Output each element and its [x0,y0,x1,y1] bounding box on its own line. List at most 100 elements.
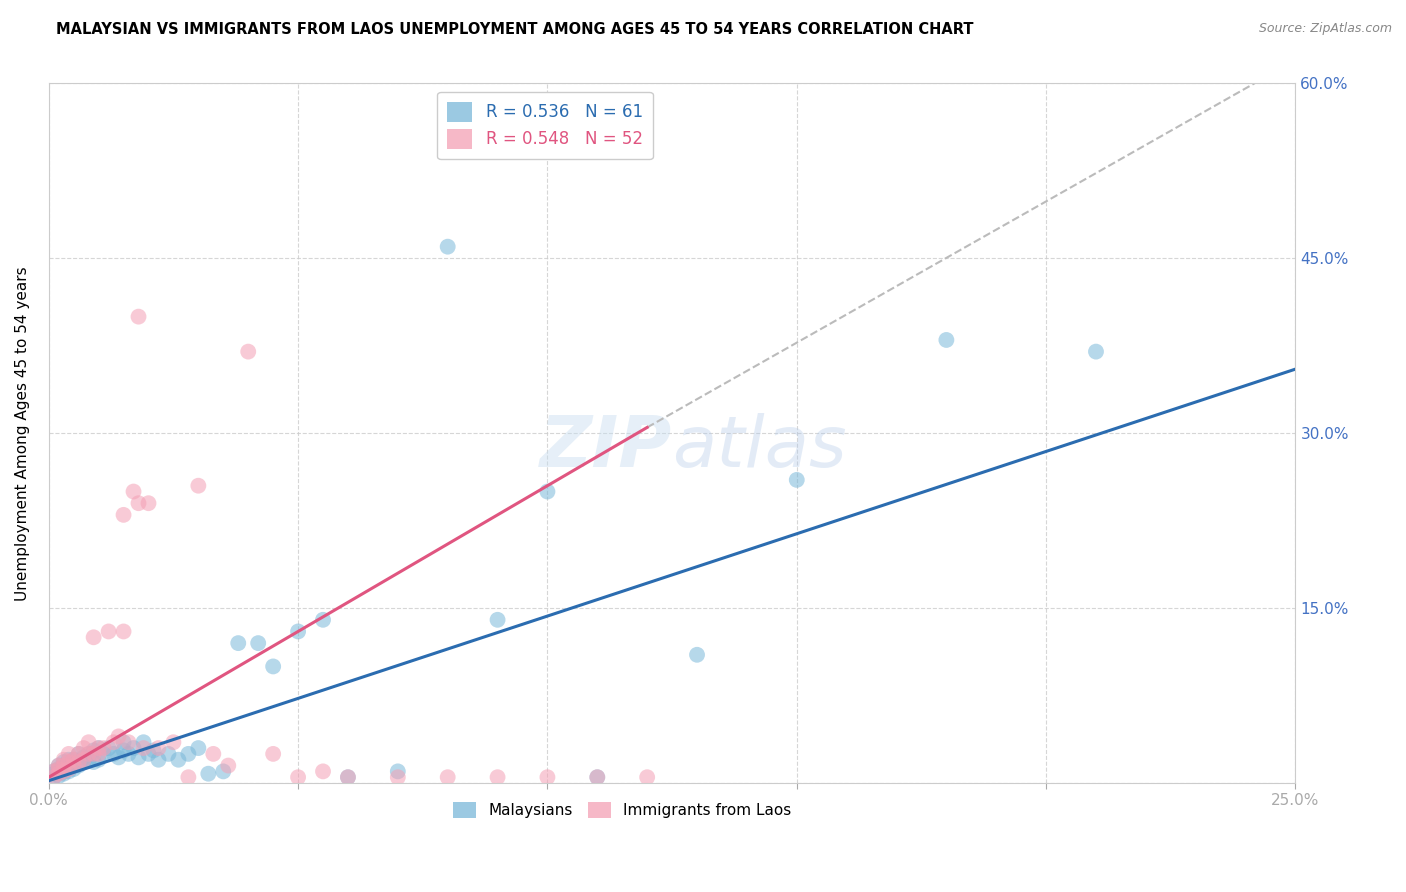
Point [58,758,80,772]
Text: atlas: atlas [672,413,846,482]
Point [103,747,125,761]
Point [48,762,70,776]
Point [48,758,70,772]
Point [536,484,558,499]
Point [336,770,359,784]
Point [117,747,139,761]
Text: MALAYSIAN VS IMMIGRANTS FROM LAOS UNEMPLOYMENT AMONG AGES 45 TO 54 YEARS CORRELA: MALAYSIAN VS IMMIGRANTS FROM LAOS UNEMPL… [56,22,974,37]
Point [58,755,80,769]
Point [436,240,458,254]
Point [42,764,65,779]
Point [77,747,100,761]
Point [52,758,75,772]
Point [42,770,65,784]
Point [42,764,65,779]
Point [1085,344,1108,359]
Point [62,762,84,776]
Point [177,770,200,784]
Legend: Malaysians, Immigrants from Laos: Malaysians, Immigrants from Laos [447,797,797,824]
Point [212,764,235,779]
Point [157,747,180,761]
Point [97,741,120,756]
Point [107,750,129,764]
Point [132,741,155,756]
Point [93,747,115,761]
Point [117,735,139,749]
Point [122,484,145,499]
Point [187,479,209,493]
Point [87,753,110,767]
Point [336,770,359,784]
Point [87,747,110,761]
Point [52,761,75,775]
Point [262,747,284,761]
Point [48,758,70,772]
Point [112,624,135,639]
Point [97,624,120,639]
Point [87,741,110,756]
Point [247,636,270,650]
Point [73,741,96,756]
Point [197,766,219,780]
Point [287,770,309,784]
Point [262,659,284,673]
Point [112,743,135,757]
Point [73,755,96,769]
Point [786,473,808,487]
Point [177,747,200,761]
Point [112,508,135,522]
Point [287,624,309,639]
Point [58,762,80,776]
Point [312,613,335,627]
Point [58,753,80,767]
Point [77,735,100,749]
Point [62,753,84,767]
Point [128,750,150,764]
Point [42,770,65,784]
Point [536,770,558,784]
Point [586,770,609,784]
Point [77,747,100,761]
Point [935,333,957,347]
Point [42,766,65,780]
Point [87,741,110,756]
Point [67,755,90,769]
Point [52,764,75,779]
Point [312,764,335,779]
Point [636,770,658,784]
Point [52,764,75,779]
Point [138,747,160,761]
Point [62,753,84,767]
Text: Source: ZipAtlas.com: Source: ZipAtlas.com [1258,22,1392,36]
Point [187,741,209,756]
Point [67,747,90,761]
Point [93,741,115,756]
Point [52,755,75,769]
Point [148,753,170,767]
Point [167,753,190,767]
Point [107,730,129,744]
Point [486,770,509,784]
Point [73,750,96,764]
Point [162,735,184,749]
Point [83,630,105,644]
Point [238,344,260,359]
Point [52,753,75,767]
Point [226,636,249,650]
Point [128,496,150,510]
Text: ZIP: ZIP [540,413,672,482]
Point [83,747,105,761]
Point [586,770,609,784]
Point [48,765,70,780]
Point [48,762,70,776]
Point [67,747,90,761]
Point [103,735,125,749]
Point [686,648,709,662]
Point [142,743,165,757]
Point [202,747,225,761]
Point [73,753,96,767]
Point [83,743,105,757]
Point [387,764,409,779]
Point [436,770,458,784]
Point [138,496,160,510]
